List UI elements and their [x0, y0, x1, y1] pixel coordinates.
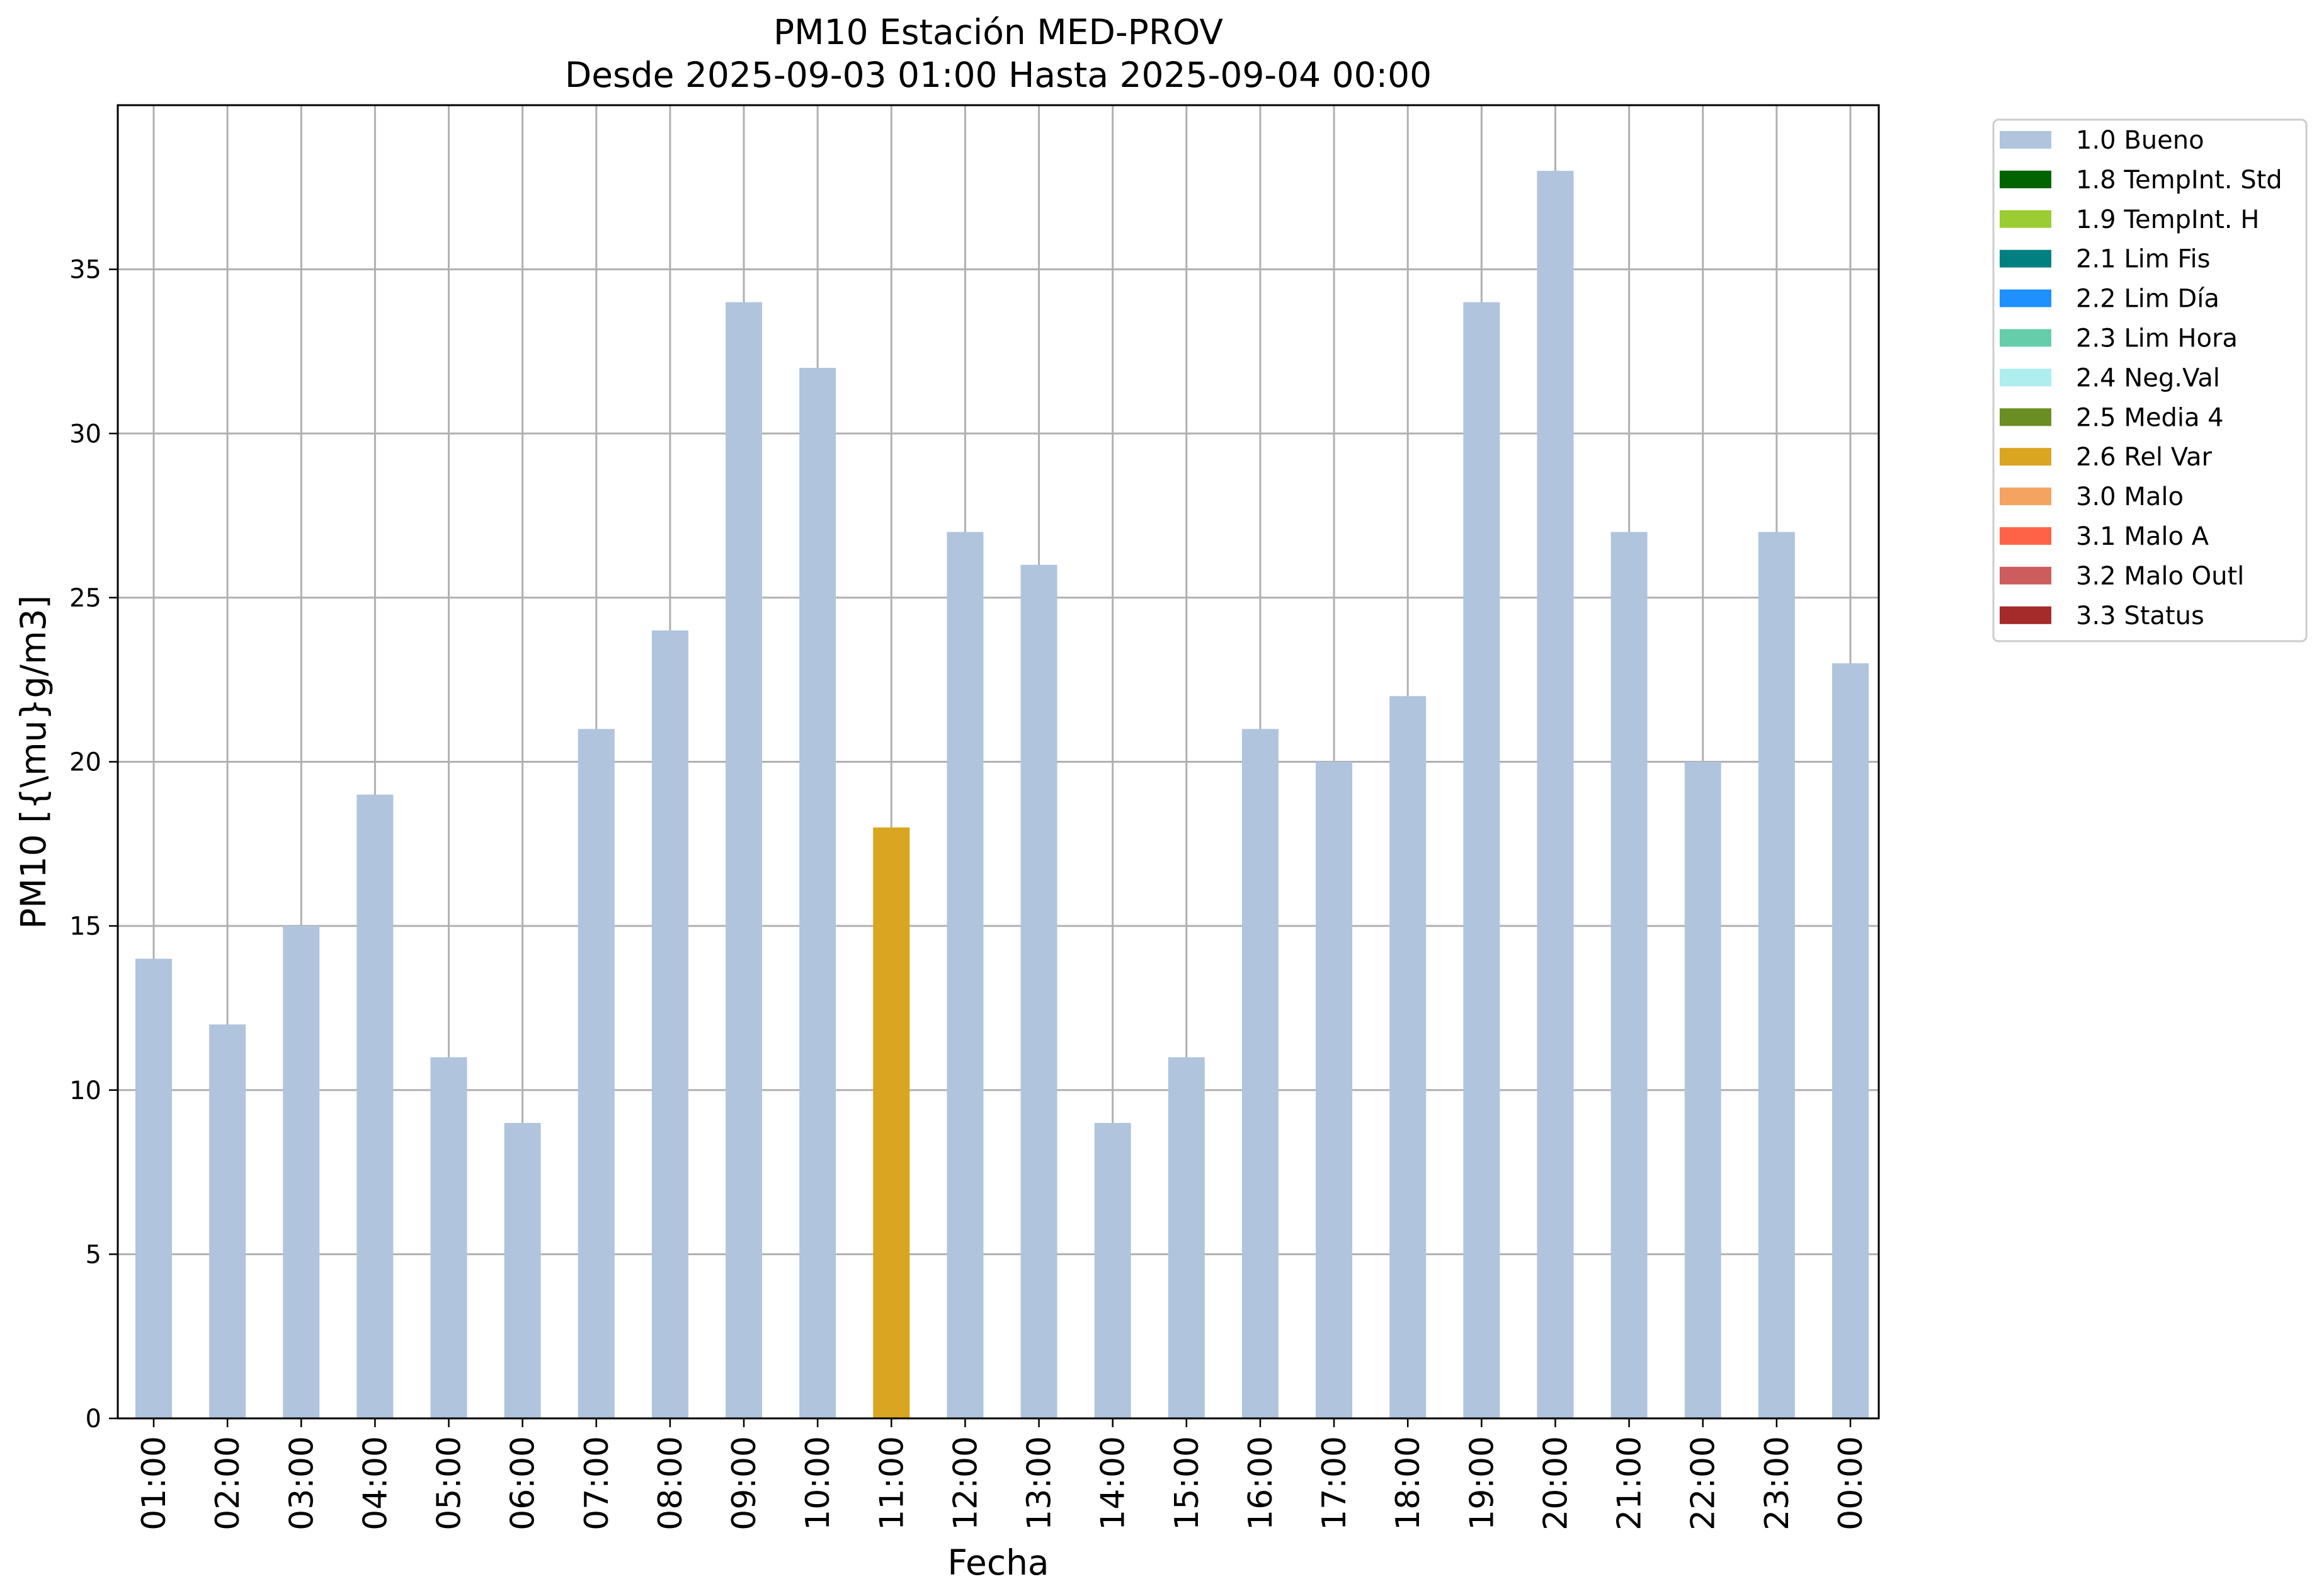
x-tick-label: 13:00	[1021, 1436, 1059, 1530]
y-tick-label: 15	[69, 912, 101, 941]
legend-label: 2.3 Lim Hora	[2076, 324, 2238, 353]
legend-swatch	[2000, 249, 2051, 268]
y-axis-ticks: 0 5 10 15 20 25 30 35	[69, 256, 118, 1434]
legend-label: 2.1 Lim Fis	[2076, 245, 2210, 274]
x-tick-label: 20:00	[1537, 1436, 1575, 1530]
legend-label: 1.8 TempInt. Std	[2076, 166, 2282, 195]
x-tick-label: 17:00	[1316, 1436, 1353, 1530]
bar	[726, 302, 763, 1418]
x-axis-label: Fecha	[947, 1542, 1049, 1583]
x-tick-label: 06:00	[504, 1436, 542, 1530]
legend-box	[1992, 118, 2308, 642]
bar	[1610, 532, 1648, 1418]
x-tick-label: 11:00	[873, 1436, 911, 1530]
y-tick-label: 0	[86, 1405, 101, 1434]
bar	[283, 926, 320, 1418]
bar	[1758, 532, 1795, 1418]
x-tick-label: 04:00	[356, 1436, 394, 1530]
legend-swatch	[2000, 170, 2051, 188]
bar	[430, 1057, 467, 1418]
bar	[873, 827, 910, 1418]
legend-swatch	[2000, 606, 2051, 624]
legend-label: 3.2 Malo Outl	[2076, 562, 2244, 591]
bar	[135, 959, 172, 1418]
bar	[1020, 564, 1057, 1418]
chart-subtitle: Desde 2025-09-03 01:00 Hasta 2025-09-04 …	[565, 55, 1432, 95]
bar	[578, 729, 615, 1418]
bar	[1537, 171, 1574, 1418]
legend: 1.0 Bueno 1.8 TempInt. Std 1.9 TempInt. H 2…	[1992, 118, 2308, 642]
y-tick-label: 20	[69, 748, 101, 777]
x-tick-label: 08:00	[652, 1436, 690, 1530]
y-tick-label: 35	[69, 256, 101, 285]
x-tick-label: 23:00	[1758, 1436, 1796, 1530]
y-tick-label: 25	[69, 584, 101, 613]
legend-label: 1.9 TempInt. H	[2076, 205, 2259, 234]
bar	[1832, 663, 1869, 1418]
chart-title: PM10 Estación MED-PROV	[773, 12, 1223, 52]
legend-swatch	[2000, 408, 2051, 426]
y-tick-label: 5	[86, 1240, 101, 1269]
bar	[1241, 729, 1279, 1418]
legend-items: 1.0 Bueno 1.8 TempInt. Std 1.9 TempInt. H 2…	[2000, 126, 2282, 630]
legend-swatch	[2000, 566, 2051, 584]
x-tick-label: 05:00	[431, 1436, 469, 1530]
bar	[504, 1122, 541, 1418]
y-axis-label: PM10 [{\mu}g/m3]	[13, 595, 54, 929]
y-tick-label: 30	[69, 419, 101, 448]
x-tick-label: 03:00	[283, 1436, 321, 1530]
x-tick-label: 10:00	[799, 1436, 837, 1530]
bar	[1463, 302, 1500, 1418]
x-tick-label: 12:00	[947, 1436, 984, 1530]
legend-label: 3.1 Malo A	[2076, 522, 2209, 551]
bar	[1168, 1057, 1205, 1418]
bar	[356, 794, 394, 1418]
bar	[1389, 696, 1427, 1418]
bar	[1316, 761, 1353, 1418]
x-tick-label: 14:00	[1095, 1436, 1132, 1530]
legend-swatch	[2000, 131, 2051, 149]
bar	[947, 532, 984, 1418]
x-tick-label: 19:00	[1463, 1436, 1501, 1530]
x-tick-label: 02:00	[209, 1436, 247, 1530]
x-tick-label: 18:00	[1389, 1436, 1427, 1530]
legend-label: 2.6 Rel Var	[2076, 443, 2213, 472]
legend-swatch	[2000, 527, 2051, 545]
legend-label: 3.0 Malo	[2076, 482, 2184, 511]
bar	[651, 630, 688, 1418]
legend-label: 3.3 Status	[2076, 601, 2204, 630]
x-tick-label: 01:00	[135, 1436, 173, 1530]
legend-label: 2.4 Neg.Val	[2076, 363, 2220, 392]
x-tick-label: 16:00	[1242, 1436, 1280, 1530]
bar	[799, 368, 836, 1418]
legend-swatch	[2000, 368, 2051, 387]
bars	[135, 171, 1869, 1418]
bar	[1094, 1122, 1131, 1418]
legend-swatch	[2000, 329, 2051, 347]
x-tick-label: 09:00	[726, 1436, 763, 1530]
legend-label: 2.5 Media 4	[2076, 403, 2224, 432]
legend-swatch	[2000, 289, 2051, 307]
legend-label: 2.2 Lim Día	[2076, 285, 2219, 314]
x-axis-ticks: 01:00 02:00 03:00 04:00 05:00 06:00 07:00 08:00…	[135, 1418, 1870, 1530]
x-tick-label: 15:00	[1168, 1436, 1206, 1530]
x-tick-label: 00:00	[1832, 1436, 1870, 1530]
bar	[1684, 761, 1721, 1418]
legend-swatch	[2000, 487, 2051, 506]
bar	[209, 1024, 246, 1418]
x-tick-label: 21:00	[1611, 1436, 1649, 1530]
x-tick-label: 07:00	[578, 1436, 616, 1530]
y-tick-label: 10	[69, 1076, 101, 1105]
x-tick-label: 22:00	[1685, 1436, 1723, 1530]
legend-swatch	[2000, 210, 2051, 228]
legend-label: 1.0 Bueno	[2076, 126, 2204, 155]
legend-swatch	[2000, 448, 2051, 466]
